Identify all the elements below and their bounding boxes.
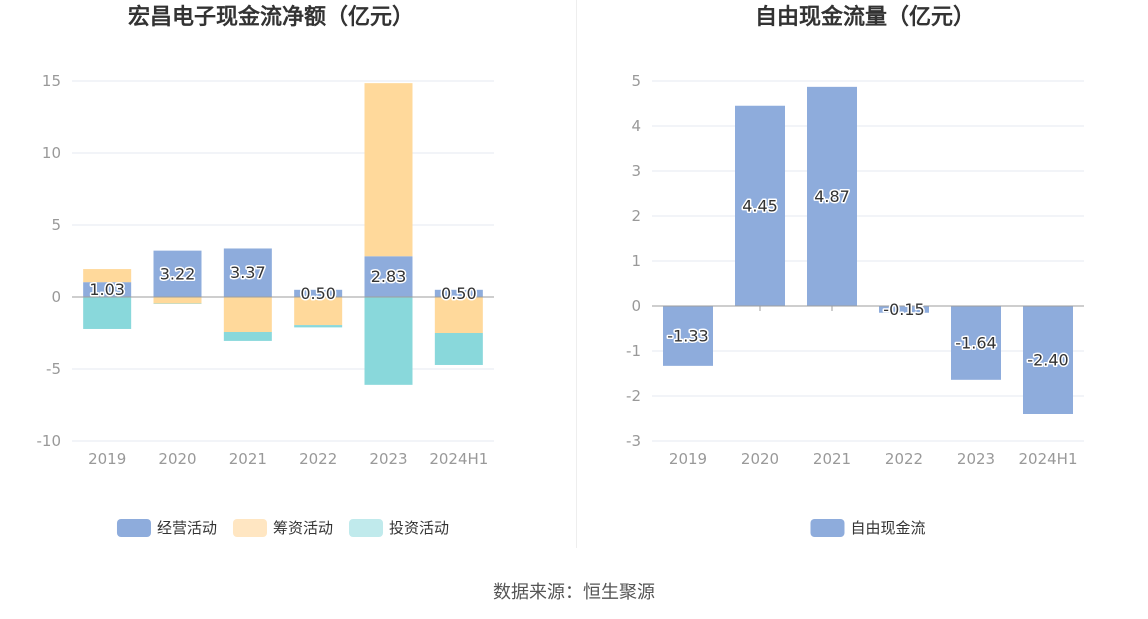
legend-label: 经营活动 [157, 519, 217, 537]
data-label: 3.22 [160, 264, 196, 283]
legend-swatch [349, 519, 384, 537]
legend-item-series-1[interactable]: 自由现金流 [810, 519, 926, 537]
bar-series-3-2021 [223, 331, 272, 341]
legend-swatch [116, 519, 151, 537]
bar-series-2-2019 [83, 269, 132, 283]
data-label: 3.37 [230, 263, 266, 282]
data-label: -0.15 [883, 300, 924, 319]
bar-series-2-2023 [364, 83, 413, 257]
x-tick-label: 2024H1 [429, 450, 488, 468]
cash-flow-stacked-bar-chart: -10 -5 0 5 10 15 2019 2020 2021 2022 2023 2024H1 1.0… [37, 72, 494, 537]
bar-series-1-2024H1 [434, 289, 483, 297]
y-tick-label: 3 [631, 162, 641, 180]
data-source-note: 数据来源：恒生聚源 [493, 582, 655, 603]
y-tick-label: 15 [42, 72, 61, 90]
bar-series-1-2023 [951, 306, 1001, 380]
free-cash-flow-bar-chart: -3 -2 -1 0 1 2 3 4 5 2019 2020 2021 2022 2023 2024H1 -1… [626, 72, 1084, 537]
bar-series-3-2024H1 [434, 333, 483, 365]
legend-label: 筹资活动 [273, 519, 333, 537]
x-tick-label: 2021 [229, 450, 267, 468]
chart-title-cash-flow: 宏昌电子现金流净额（亿元） [127, 5, 414, 30]
data-label: 1.03 [89, 280, 125, 299]
bar-series-1-2022 [879, 306, 929, 313]
x-tick-label: 2023 [957, 450, 995, 468]
x-tick-label: 2022 [299, 450, 337, 468]
x-tick-label: 2024H1 [1019, 450, 1078, 468]
legend-item-series-3[interactable]: 投资活动 [349, 519, 449, 537]
bar-series-1-2023 [364, 256, 413, 297]
bar-series-1-2021 [807, 86, 857, 306]
legend-swatch [232, 519, 267, 537]
bar-series-3-2023 [364, 297, 413, 385]
y-tick-label: -2 [626, 387, 641, 405]
y-tick-label: 5 [51, 216, 61, 234]
bar-series-1-2020 [153, 250, 202, 297]
x-tick-label: 2020 [158, 450, 196, 468]
bar-series-1-2020 [735, 105, 785, 306]
y-tick-label: 4 [631, 117, 641, 135]
data-label: 0.50 [300, 284, 336, 303]
chart-title-free-cash-flow: 自由现金流量（亿元） [754, 5, 975, 30]
y-tick-label: 0 [51, 288, 61, 306]
bar-series-3-2022 [294, 325, 343, 328]
x-tick-label: 2019 [669, 450, 707, 468]
y-tick-label: -10 [37, 432, 62, 450]
data-label: 4.45 [742, 196, 778, 215]
x-tick-label: 2023 [369, 450, 407, 468]
x-tick-label: 2019 [88, 450, 126, 468]
legend-label: 自由现金流 [850, 519, 925, 537]
legend-swatch [810, 519, 845, 537]
data-label: -2.40 [1027, 351, 1068, 370]
y-tick-label: -1 [626, 342, 641, 360]
panel-divider [576, 0, 577, 548]
data-label: 0.50 [441, 284, 477, 303]
legend-item-series-1[interactable]: 经营活动 [116, 519, 217, 537]
data-label: 2.83 [371, 267, 407, 286]
bar-series-2-2024H1 [434, 297, 483, 333]
bar-series-2-2022 [294, 297, 343, 326]
bar-series-1-2024H1 [1023, 306, 1073, 414]
y-tick-label: -3 [626, 432, 641, 450]
bar-series-3-2019 [83, 297, 132, 329]
y-tick-label: 5 [631, 72, 641, 90]
bar-series-2-2021 [223, 297, 272, 332]
x-tick-label: 2021 [813, 450, 851, 468]
bar-series-1-2022 [294, 289, 343, 297]
y-tick-label: 2 [631, 207, 641, 225]
bar-series-1-2021 [223, 248, 272, 297]
legend-label: 投资活动 [389, 519, 449, 537]
bar-series-1-2019 [663, 306, 713, 366]
y-tick-label: 0 [631, 297, 641, 315]
y-tick-label: -5 [46, 360, 61, 378]
data-label: -1.33 [667, 326, 708, 345]
bar-series-2-2020 [153, 297, 202, 304]
y-tick-label: 10 [42, 144, 61, 162]
data-label: -1.64 [955, 333, 996, 352]
data-label: 4.87 [814, 187, 850, 206]
bar-series-1-2019 [83, 282, 132, 297]
x-tick-label: 2022 [885, 450, 923, 468]
x-tick-label: 2020 [741, 450, 779, 468]
y-tick-label: 1 [631, 252, 641, 270]
legend-item-series-2[interactable]: 筹资活动 [232, 519, 333, 537]
